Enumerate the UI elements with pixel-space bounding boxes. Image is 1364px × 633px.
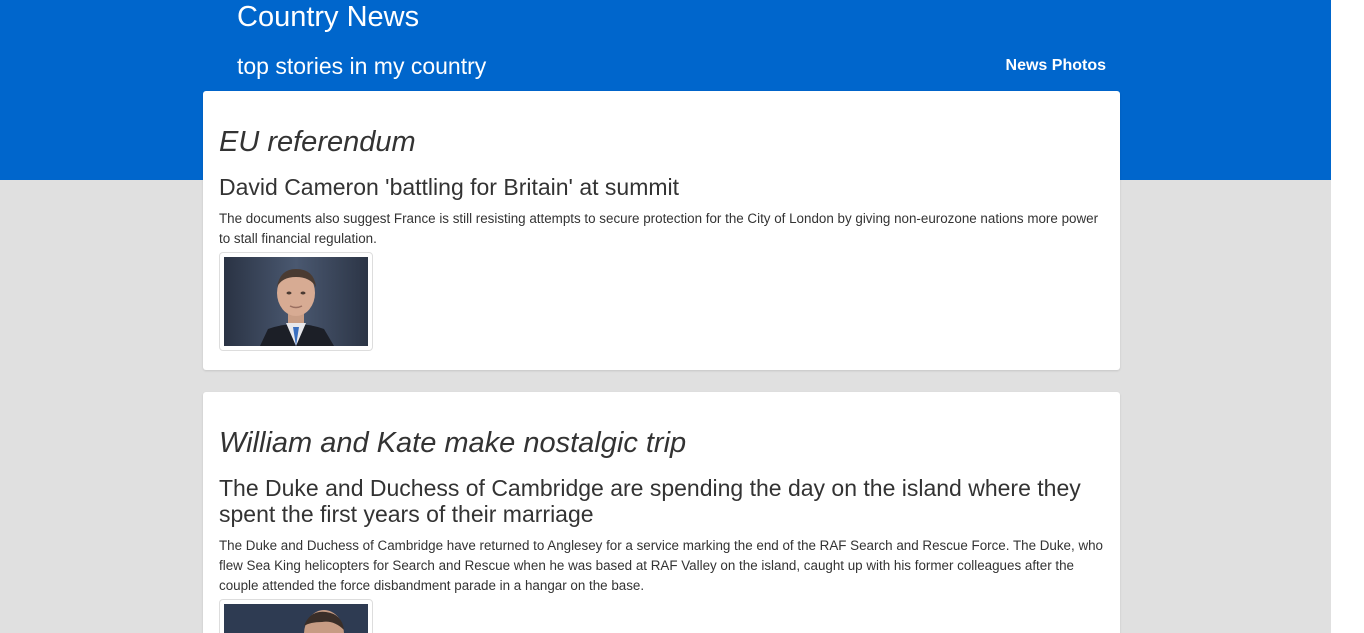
story-summary: The Duke and Duchess of Cambridge have r… <box>219 538 1104 593</box>
story-card: William and Kate make nostalgic trip The… <box>203 392 1120 633</box>
scrollbar-track <box>1331 0 1364 633</box>
story-card: EU referendum David Cameron 'battling fo… <box>203 91 1120 370</box>
story-thumbnail[interactable] <box>219 252 373 351</box>
site-title: Country News <box>237 1 420 33</box>
nav-link-news-photos[interactable]: News Photos <box>1005 57 1106 74</box>
couple-photo <box>224 604 368 633</box>
portrait-photo <box>224 257 368 346</box>
site-subtitle: top stories in my country <box>237 53 487 79</box>
story-topic: William and Kate make nostalgic trip <box>219 427 687 459</box>
story-topic: EU referendum <box>219 126 416 158</box>
story-headline[interactable]: The Duke and Duchess of Cambridge are sp… <box>219 475 1081 527</box>
story-thumbnail[interactable] <box>219 599 373 633</box>
story-summary: The documents also suggest France is sti… <box>219 211 1099 246</box>
page-viewport: Country News top stories in my country N… <box>0 0 1331 633</box>
story-headline[interactable]: David Cameron 'battling for Britain' at … <box>219 174 680 200</box>
